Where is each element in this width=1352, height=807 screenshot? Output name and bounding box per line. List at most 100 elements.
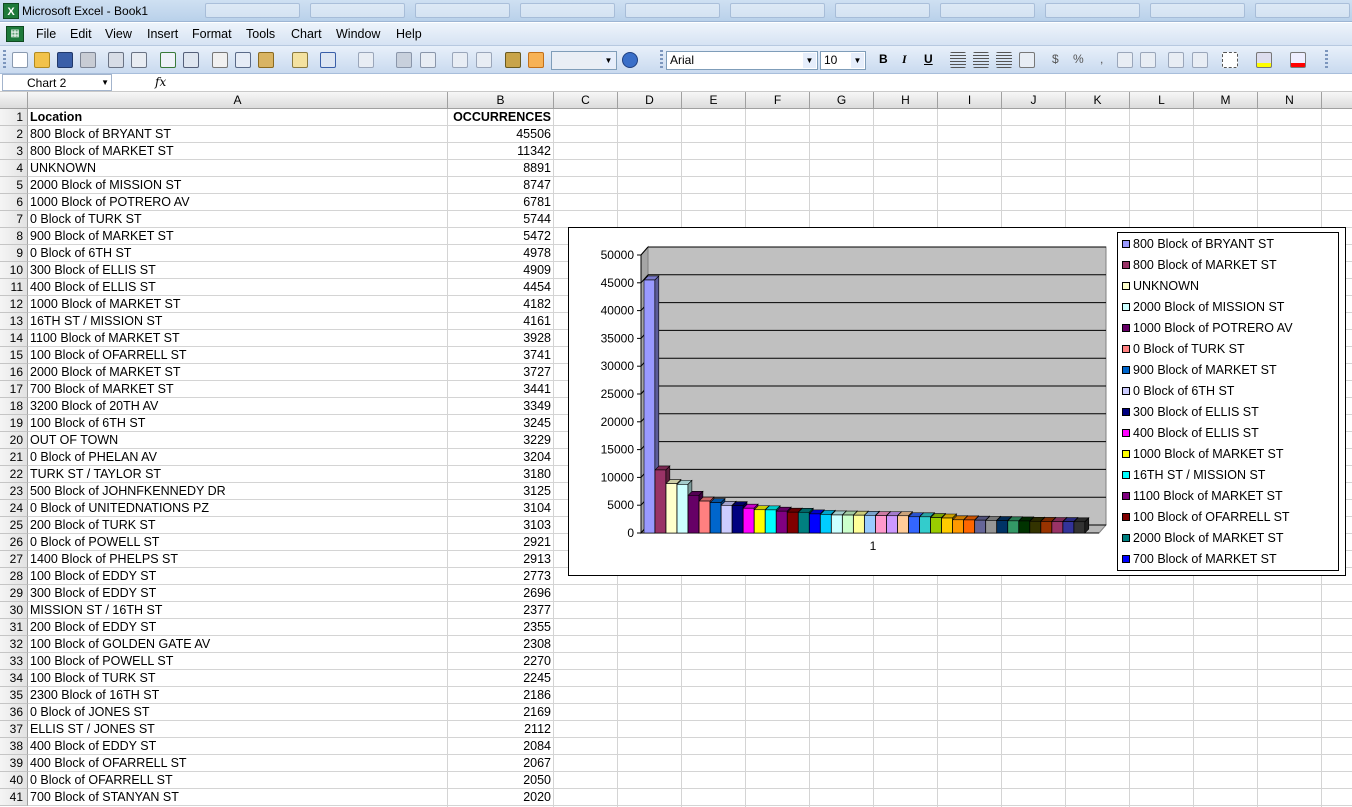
location-cell[interactable]: 1400 Block of PHELPS ST [30,552,178,566]
row-header[interactable]: 21 [0,449,28,466]
column-header-partial[interactable] [1322,92,1352,109]
open-icon[interactable] [34,52,50,68]
location-cell[interactable]: 300 Block of EDDY ST [30,586,157,600]
permission-icon[interactable] [80,52,96,68]
location-cell[interactable]: 700 Block of STANYAN ST [30,790,179,804]
column-header-k[interactable]: K [1066,92,1130,109]
print-preview-icon[interactable] [131,52,147,68]
legend-item[interactable]: 0 Block of TURK ST [1122,341,1245,357]
occurrences-cell[interactable]: 3125 [523,484,551,498]
row-header[interactable]: 13 [0,313,28,330]
occurrences-cell[interactable]: 45506 [516,127,551,141]
location-cell[interactable]: 0 Block of OFARRELL ST [30,773,173,787]
menu-window[interactable]: Window [336,27,381,41]
hyperlink-icon[interactable] [396,52,412,68]
location-cell[interactable]: 0 Block of 6TH ST [30,246,132,260]
currency-button[interactable]: $ [1052,52,1059,66]
row-header[interactable]: 22 [0,466,28,483]
column-header-m[interactable]: M [1194,92,1258,109]
merge-center-icon[interactable] [1019,52,1035,68]
occurrences-cell[interactable]: 8747 [523,178,551,192]
legend-item[interactable]: 800 Block of MARKET ST [1122,257,1277,273]
menu-view[interactable]: View [105,27,132,41]
occurrences-cell[interactable]: 4978 [523,246,551,260]
worksheet-grid[interactable]: A B C D E F G H I J K L M N 1 Location OCCURRENCES 2 800 B… [0,92,1352,807]
occurrences-cell[interactable]: 2377 [523,603,551,617]
location-cell[interactable]: 16TH ST / MISSION ST [30,314,163,328]
occurrences-cell[interactable]: 6781 [523,195,551,209]
legend-item[interactable]: 1000 Block of POTRERO AV [1122,320,1293,336]
occurrences-cell[interactable]: 3727 [523,365,551,379]
chart-wizard-icon[interactable] [505,52,521,68]
occurrences-cell[interactable]: 3245 [523,416,551,430]
location-cell[interactable]: 2000 Block of MARKET ST [30,365,181,379]
location-cell[interactable]: 1100 Block of MARKET ST [30,331,180,345]
column-header-l[interactable]: L [1130,92,1194,109]
location-cell[interactable]: 0 Block of UNITEDNATIONS PZ [30,501,209,515]
location-cell[interactable]: 800 Block of MARKET ST [30,144,174,158]
italic-button[interactable]: I [902,52,907,66]
new-icon[interactable] [12,52,28,68]
row-header[interactable]: 9 [0,245,28,262]
occurrences-cell[interactable]: 2773 [523,569,551,583]
increase-indent-icon[interactable] [1192,52,1208,68]
row-header[interactable]: 34 [0,670,28,687]
toolbar-grip[interactable] [660,50,663,70]
location-cell[interactable]: 0 Block of JONES ST [30,705,150,719]
legend-item[interactable]: 300 Block of ELLIS ST [1122,404,1259,420]
sort-ascending-icon[interactable] [452,52,468,68]
row-header[interactable]: 4 [0,160,28,177]
font-color-icon[interactable] [1290,52,1306,68]
cut-icon[interactable] [212,52,228,68]
column-header-b[interactable]: B [448,92,554,109]
chevron-down-icon[interactable]: ▼ [803,53,816,68]
occurrences-cell[interactable]: 2913 [523,552,551,566]
row-header[interactable]: 23 [0,483,28,500]
occurrences-cell[interactable]: 5472 [523,229,551,243]
bold-button[interactable]: B [879,52,888,66]
occurrences-cell[interactable]: 2270 [523,654,551,668]
location-cell[interactable]: 500 Block of JOHNFKENNEDY DR [30,484,226,498]
occurrences-cell[interactable]: 2112 [524,722,551,736]
location-cell[interactable]: 0 Block of PHELAN AV [30,450,157,464]
row-header[interactable]: 33 [0,653,28,670]
occurrences-cell[interactable]: 2020 [523,790,551,804]
location-cell[interactable]: 400 Block of ELLIS ST [30,280,156,294]
menu-tools[interactable]: Tools [246,27,276,41]
location-cell[interactable]: 2000 Block of MISSION ST [30,178,182,192]
toolbar-grip[interactable] [3,50,6,70]
row-header[interactable]: 14 [0,330,28,347]
legend-item[interactable]: 100 Block of OFARRELL ST [1122,509,1290,525]
row-header[interactable]: 7 [0,211,28,228]
row-header[interactable]: 8 [0,228,28,245]
location-cell[interactable]: 900 Block of MARKET ST [30,229,174,243]
row-header[interactable]: 36 [0,704,28,721]
occurrences-cell[interactable]: 2186 [523,688,551,702]
occurrences-cell[interactable]: 2050 [523,773,551,787]
row-header[interactable]: 29 [0,585,28,602]
occurrences-cell[interactable]: 3741 [523,348,551,362]
copy-icon[interactable] [235,52,251,68]
location-cell[interactable]: MISSION ST / 16TH ST [30,603,163,617]
column-header-c[interactable]: C [554,92,618,109]
occurrences-cell[interactable]: 2245 [523,671,551,685]
occurrences-cell[interactable]: 4454 [523,280,551,294]
legend-item[interactable]: 16TH ST / MISSION ST [1122,467,1265,483]
row-header[interactable]: 38 [0,738,28,755]
row-header[interactable]: 39 [0,755,28,772]
occurrences-cell[interactable]: 3349 [523,399,551,413]
occurrences-cell[interactable]: 2067 [523,756,551,770]
occurrences-cell[interactable]: 11342 [517,144,551,158]
chevron-down-icon[interactable]: ▼ [602,53,615,68]
occurrences-cell[interactable]: 2308 [523,637,551,651]
workbook-icon[interactable]: ▦ [6,26,24,42]
location-cell[interactable]: UNKNOWN [30,161,96,175]
location-cell[interactable]: 1000 Block of MARKET ST [30,297,181,311]
chevron-down-icon[interactable]: ▼ [101,78,109,87]
row-header[interactable]: 26 [0,534,28,551]
undo-icon[interactable] [320,52,336,68]
occurrences-cell[interactable]: 3180 [523,467,551,481]
location-cell[interactable]: 3200 Block of 20TH AV [30,399,159,413]
column-header-h[interactable]: H [874,92,938,109]
drawing-icon[interactable] [528,52,544,68]
